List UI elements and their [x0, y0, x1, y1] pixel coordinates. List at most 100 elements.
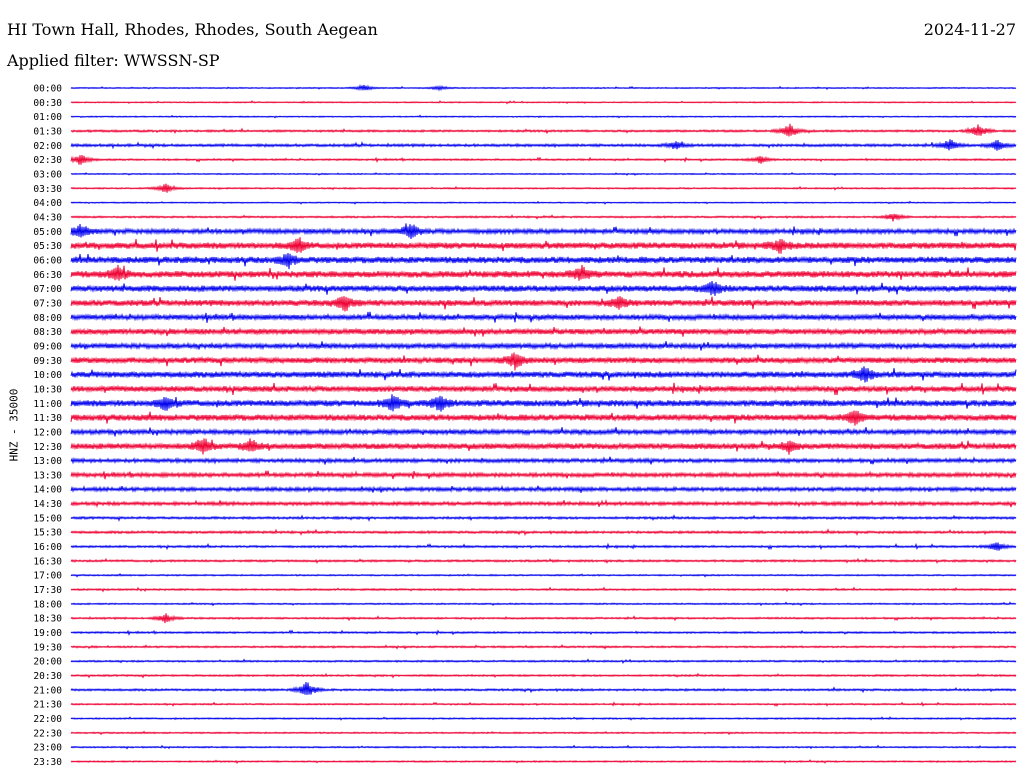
trace-line [70, 586, 1017, 593]
time-tick-label: 11:30 [33, 413, 62, 424]
trace-line [70, 394, 1017, 412]
trace-line [70, 237, 1017, 254]
time-tick-label: 09:00 [33, 341, 62, 352]
time-tick-label: 02:30 [33, 155, 62, 166]
time-tick-label: 06:00 [33, 255, 62, 266]
trace-line [70, 484, 1017, 494]
trace-line [70, 172, 1017, 176]
time-tick-label: 04:30 [33, 212, 62, 223]
time-tick-label: 14:30 [33, 499, 62, 510]
time-tick-label: 00:00 [33, 84, 62, 95]
trace-line [70, 542, 1017, 551]
trace-line [70, 223, 1017, 239]
time-tick-label: 09:30 [33, 356, 62, 367]
trace-line [70, 154, 1017, 165]
trace-line [70, 759, 1017, 764]
time-tick-label: 23:30 [33, 757, 62, 768]
time-tick-label: 20:30 [33, 671, 62, 682]
time-tick-label: 07:00 [33, 284, 62, 295]
trace-line [70, 427, 1017, 437]
time-tick-label: 10:00 [33, 370, 62, 381]
time-tick-label: 12:30 [33, 442, 62, 453]
time-tick-label: 11:00 [33, 399, 62, 410]
time-tick-label: 14:00 [33, 485, 62, 496]
time-tick-label: 15:30 [33, 528, 62, 539]
trace-line [70, 84, 1017, 92]
filter-label: Applied filter: WWSSN-SP [7, 51, 220, 70]
trace-line [70, 264, 1017, 281]
time-tick-label: 16:00 [33, 542, 62, 553]
time-tick-label: 18:00 [33, 599, 62, 610]
time-tick-label: 05:30 [33, 241, 62, 252]
time-tick-label: 10:30 [33, 384, 62, 395]
trace-line [70, 410, 1017, 426]
time-tick-label: 19:30 [33, 642, 62, 653]
time-tick-label: 17:30 [33, 585, 62, 596]
trace-line [70, 280, 1017, 296]
trace-line [70, 682, 1017, 696]
time-tick-label: 04:00 [33, 198, 62, 209]
time-tick-label: 02:00 [33, 141, 62, 152]
time-tick-label: 22:30 [33, 728, 62, 739]
trace-line [70, 139, 1017, 151]
time-tick-label: 23:00 [33, 743, 62, 754]
time-tick-label: 01:30 [33, 126, 62, 137]
trace-line [70, 498, 1017, 509]
trace-line [70, 213, 1017, 222]
trace-line [70, 326, 1017, 337]
trace-line [70, 253, 1017, 270]
trace-line [70, 528, 1017, 537]
trace-line [70, 183, 1017, 193]
trace-line [70, 200, 1017, 205]
date-label: 2024-11-27 [923, 20, 1016, 39]
trace-line [70, 514, 1017, 522]
trace-line [70, 701, 1017, 707]
trace-line [70, 644, 1017, 650]
time-tick-label: 18:30 [33, 614, 62, 625]
trace-line [70, 572, 1017, 578]
trace-line [70, 296, 1017, 312]
time-tick-label: 08:00 [33, 313, 62, 324]
time-tick-label: 17:00 [33, 571, 62, 582]
time-tick-label: 05:00 [33, 227, 62, 238]
trace-line [70, 311, 1017, 323]
trace-line [70, 716, 1017, 721]
trace-line [70, 730, 1017, 736]
trace-line [70, 100, 1017, 105]
trace-line [70, 557, 1017, 564]
time-tick-label: 13:30 [33, 470, 62, 481]
time-tick-label: 03:00 [33, 169, 62, 180]
time-tick-label: 13:00 [33, 456, 62, 467]
time-tick-label: 20:00 [33, 657, 62, 668]
trace-line [70, 672, 1017, 679]
time-tick-label: 21:00 [33, 685, 62, 696]
time-tick-label: 03:30 [33, 184, 62, 195]
trace-line [70, 658, 1017, 664]
trace-line [70, 470, 1017, 480]
time-tick-label: 22:00 [33, 714, 62, 725]
trace-line [70, 613, 1017, 624]
trace-line [70, 114, 1017, 119]
trace-line [70, 456, 1017, 465]
time-tick-label: 06:30 [33, 270, 62, 281]
trace-line [70, 438, 1017, 455]
trace-line [70, 744, 1017, 750]
trace-line [70, 123, 1017, 137]
time-tick-label: 15:00 [33, 513, 62, 524]
time-tick-label: 12:00 [33, 427, 62, 438]
station-title: HI Town Hall, Rhodes, Rhodes, South Aege… [7, 20, 378, 39]
trace-line [70, 382, 1017, 396]
trace-line [70, 341, 1017, 351]
trace-line [70, 629, 1017, 636]
time-tick-label: 16:30 [33, 556, 62, 567]
time-tick-label: 00:30 [33, 98, 62, 109]
time-tick-label: 01:00 [33, 112, 62, 123]
trace-line [70, 352, 1017, 371]
time-tick-label: 21:30 [33, 700, 62, 711]
trace-line [70, 601, 1017, 607]
time-tick-label: 19:00 [33, 628, 62, 639]
time-tick-label: 07:30 [33, 298, 62, 309]
time-tick-label: 08:30 [33, 327, 62, 338]
trace-line [70, 366, 1017, 383]
